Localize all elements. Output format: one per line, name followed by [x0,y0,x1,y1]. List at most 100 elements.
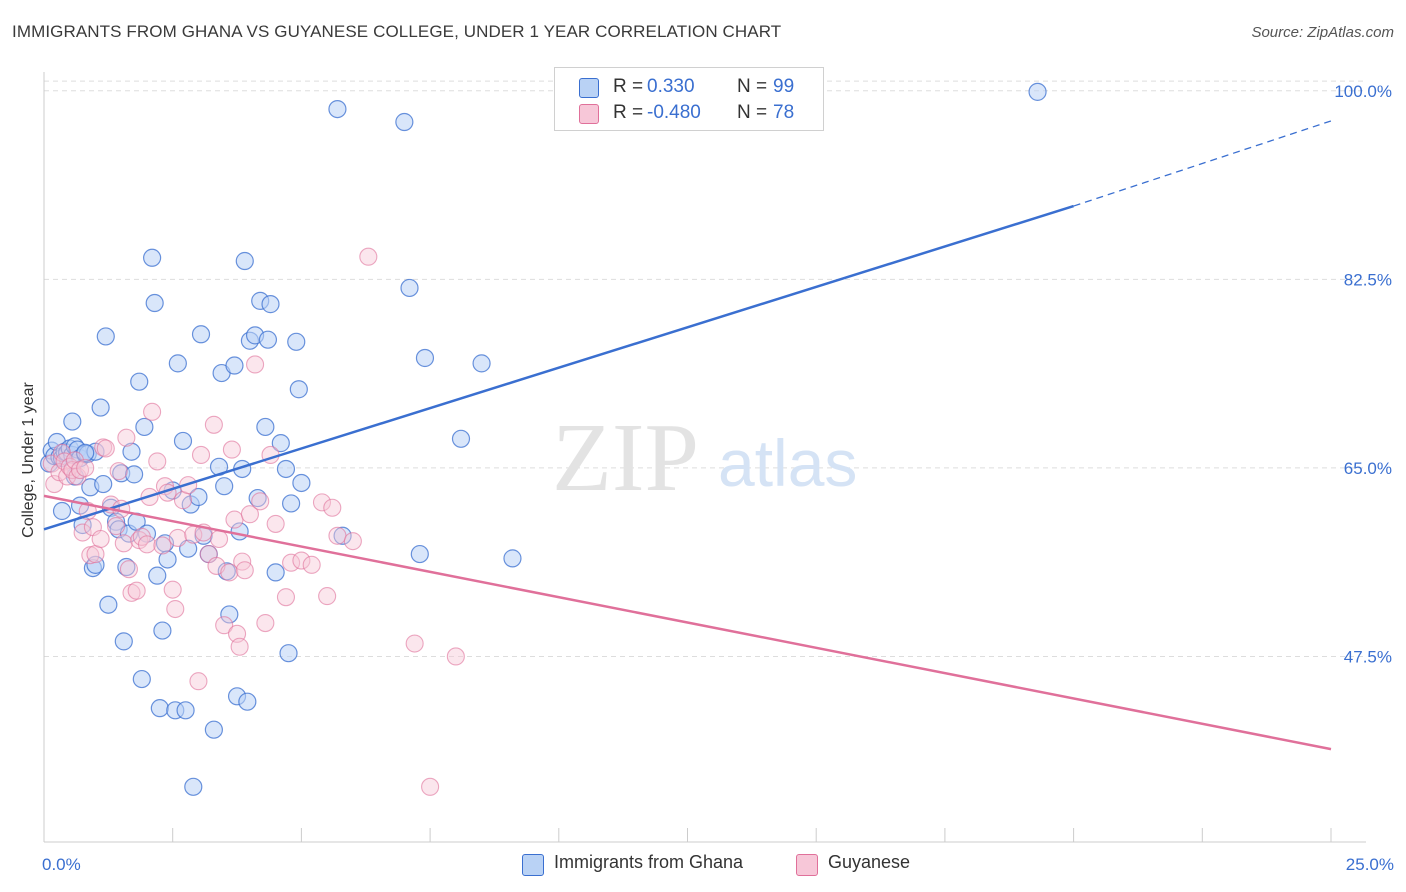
ghana-point [148,566,167,585]
guyanese-swatch [796,854,818,876]
ghana-point [333,526,352,545]
guyanese-point [76,458,95,477]
guyanese-point [222,440,241,459]
y-tick-label: 47.5% [1344,647,1392,666]
ghana-point [91,398,110,417]
ghana-point [258,330,278,349]
ghana-point [86,555,105,574]
guyanese-point [230,637,249,656]
ghana-point [271,434,290,453]
axes [43,72,1366,843]
ghana-point [176,701,195,720]
guyanese-point [251,492,270,511]
ghana-trend-line [43,204,1074,531]
guyanese-point [256,613,275,633]
guyanese-point [91,529,110,549]
ghana-point [52,501,72,521]
guyanese-point [153,536,172,555]
r-value-guyanese: -0.480 [647,102,701,123]
ghana-point [117,557,136,577]
ghana-point [220,605,239,624]
ghana-point [153,621,172,640]
guyanese-point [127,581,146,600]
guyanese-point [191,445,211,465]
ghana-point [225,356,244,375]
watermark-zip: ZIP [552,404,699,512]
ghana-point [191,325,211,344]
ghana-point [114,632,133,651]
ghana-point [400,278,419,298]
ghana-point [143,248,162,267]
guyanese-point [225,510,244,529]
guyanese-point [323,498,342,517]
guyanese-swatch [579,104,599,124]
ghana-point [63,412,82,431]
r-label: R = [613,76,644,97]
n-value-guyanese: 78 [773,102,795,123]
guyanese-point [109,462,128,481]
n-value-ghana: 99 [773,76,795,97]
guyanese-point [215,616,234,635]
series-legend: Immigrants from Ghana Guyanese [0,852,1406,878]
guyanese-point [405,634,424,653]
source-credit: Source: ZipAtlas.com [1251,24,1394,41]
guyanese-point [148,452,167,471]
ghana-point [124,465,144,484]
ghana-point [248,488,267,508]
guyanese-point [240,505,259,524]
ghana-point [256,417,275,437]
guyanese-point [114,534,133,553]
ghana-point [135,417,154,437]
guyanese-point [220,563,239,582]
guyanese-point [446,647,465,666]
r-value-ghana: 0.330 [647,76,695,97]
guyanese-point [166,599,185,619]
ghana-point [328,99,347,119]
ghana-point [158,550,177,569]
ghana-point [168,354,187,373]
ghana-trend-extension [1073,120,1332,207]
guyanese-point [359,247,378,266]
ghana-point [235,251,254,271]
guyanese-point [117,428,136,447]
correlation-legend: R = 0.330 N = 99 R = -0.480 N = 78 [554,67,824,131]
ghana-point [96,327,115,346]
guyanese-trend-line [43,494,1332,751]
ghana-point [276,459,296,479]
ghana-point [472,354,491,373]
guyanese-point [318,587,337,606]
guyanese-point [137,535,157,554]
tick-labels: 47.5% 65.0% 82.5% 100.0% 0.0% 25.0% [42,82,1394,874]
ghana-point [282,494,301,513]
guyanese-point [209,529,229,549]
guyanese-point [168,528,187,547]
ghana-point [130,372,149,391]
watermark: ZIP atlas [552,404,857,512]
guyanese-point [328,526,347,545]
ghana-point [279,644,298,663]
ghana-point [122,442,141,461]
ghana-point [184,777,203,796]
guyanese-point [143,402,162,421]
guyanese-point [86,545,105,564]
watermark-atlas: atlas [718,426,857,500]
ghana-swatch [522,854,544,876]
guyanese-point [107,517,126,536]
ghana-point [261,295,280,314]
ghana-point [145,293,164,313]
guyanese-point [119,560,138,579]
ghana-point [132,669,151,689]
guyanese-point [173,491,193,510]
y-tick-label: 82.5% [1344,270,1392,289]
ghana-swatch [579,78,599,98]
ghana-point [266,563,285,582]
trend-lines [43,120,1332,751]
ghana-point [451,429,471,448]
guyanese-point [292,551,311,570]
r-label: R = [613,102,644,123]
legend-label-guyanese: Guyanese [828,852,911,872]
ghana-point [292,473,311,493]
ghana-point [503,549,522,568]
ghana-point [173,431,193,451]
y-tick-label: 65.0% [1344,459,1392,478]
